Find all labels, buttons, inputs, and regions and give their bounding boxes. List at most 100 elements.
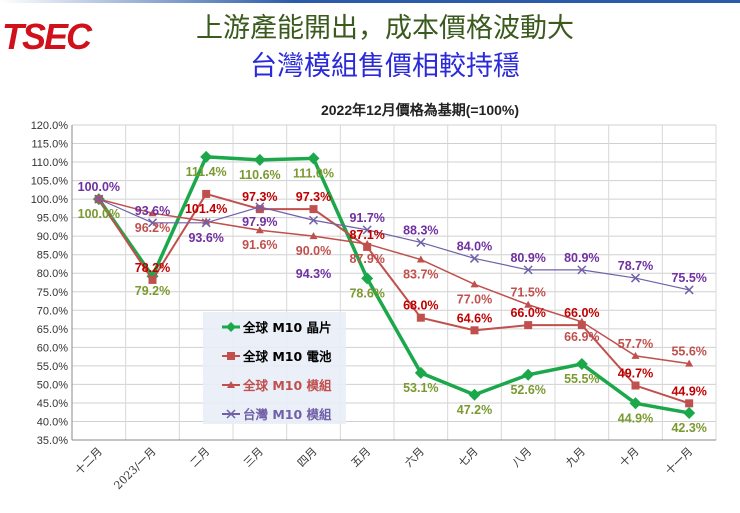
data-label: 66.0% [510, 306, 545, 320]
y-tick-label: 80.0% [37, 268, 68, 280]
y-tick-label: 95.0% [37, 213, 68, 225]
data-label: 55.5% [564, 372, 599, 386]
x-tick-label: 五月 [349, 445, 374, 470]
data-label: 111.0% [293, 166, 334, 180]
series-line-1 [98, 192, 690, 405]
data-label: 90.0% [296, 244, 331, 258]
data-point-cell [685, 399, 694, 408]
data-point-taiwan-module [416, 237, 426, 248]
data-label: 42.3% [671, 421, 706, 435]
data-point-taiwan-module [255, 202, 265, 212]
data-point-taiwan-module [362, 225, 372, 235]
y-tick-label: 85.0% [37, 250, 68, 262]
data-point-taiwan-module [577, 265, 587, 275]
y-tick-label: 90.0% [37, 231, 68, 243]
data-point-cell [577, 321, 586, 330]
data-label: 66.0% [564, 306, 599, 320]
data-point-cell [202, 189, 211, 198]
data-point-wafer [683, 406, 696, 419]
data-point-module [631, 351, 640, 359]
data-point-module [148, 209, 157, 217]
data-label: 71.5% [510, 286, 545, 300]
data-point-cell [416, 313, 425, 322]
y-tick-label: 115.0% [32, 139, 69, 151]
data-point-wafer [253, 153, 266, 166]
x-tick-label: 二月 [188, 445, 213, 470]
y-tick-label: 55.0% [37, 361, 68, 373]
series-line-3 [98, 198, 690, 291]
legend-label: 全球 M10 模組 [242, 378, 332, 393]
data-point-wafer [522, 368, 535, 381]
y-tick-label: 100.0% [31, 194, 69, 206]
data-label: 44.9% [671, 384, 706, 398]
y-tick-label: 60.0% [37, 342, 68, 354]
data-label: 100.0% [78, 180, 120, 194]
legend-label: 台灣 M10 模組 [243, 407, 332, 422]
data-label: 88.3% [403, 223, 438, 237]
data-label: 55.6% [671, 345, 706, 359]
slide-subtitle: 台灣模組售價相較持穩 [250, 51, 520, 82]
data-label: 80.9% [564, 251, 599, 265]
y-tick-label: 35.0% [37, 435, 68, 447]
data-label: 97.9% [242, 215, 277, 229]
data-label: 101.4% [185, 202, 227, 216]
series-line-0 [97, 155, 690, 415]
data-point-taiwan-module [523, 265, 533, 275]
data-label: 96.2% [135, 221, 170, 235]
data-point-wafer [629, 397, 642, 410]
data-point-cell [148, 275, 157, 284]
x-tick-label: 2023/一月 [111, 445, 158, 492]
x-tick-label: 十一月 [662, 444, 695, 477]
data-point-cell [309, 205, 318, 214]
data-label: 83.7% [403, 268, 438, 282]
y-tick-label: 45.0% [37, 398, 68, 410]
data-label: 44.9% [618, 411, 653, 425]
data-label: 49.7% [618, 367, 653, 381]
x-tick-label: 三月 [241, 445, 266, 470]
data-point-taiwan-module [94, 194, 104, 204]
data-point-taiwan-module [469, 253, 480, 263]
x-tick-label: 六月 [402, 445, 427, 470]
x-tick-label: 十月 [616, 444, 641, 469]
data-label: 91.6% [242, 238, 277, 252]
data-label: 78.2% [135, 261, 170, 275]
data-label: 79.2% [135, 284, 170, 298]
data-label: 64.6% [457, 311, 492, 325]
data-label: 57.7% [618, 337, 653, 351]
x-tick-label: 十二月 [72, 444, 105, 477]
legend-marker-diamond [226, 322, 236, 332]
data-point-module [524, 300, 533, 308]
data-label: 80.9% [510, 251, 545, 265]
data-point-module [416, 255, 425, 263]
data-label: 53.1% [403, 381, 438, 395]
y-tick-label: 70.0% [37, 305, 68, 317]
data-label: 47.2% [457, 403, 492, 417]
y-tick-label: 75.0% [37, 287, 68, 299]
x-tick-label: 四月 [295, 445, 320, 470]
data-point-cell [631, 381, 640, 390]
legend-marker-triangle [227, 381, 235, 388]
data-label: 91.7% [349, 211, 384, 225]
slide-title: 上游產能開出，成本價格波動大 [196, 13, 574, 44]
series-line-2 [98, 198, 690, 365]
data-point-module [255, 226, 264, 234]
data-label: 52.6% [510, 383, 545, 397]
x-tick-label: 九月 [563, 445, 588, 470]
data-point-module [577, 317, 586, 325]
data-point-taiwan-module [630, 273, 641, 283]
data-label: 78.7% [618, 259, 653, 273]
data-point-module [685, 359, 694, 367]
data-label: 78.6% [349, 286, 384, 300]
data-label: 100.0% [78, 207, 120, 221]
legend-label: 全球 M10 晶片 [242, 320, 332, 335]
data-label: 68.0% [403, 299, 438, 313]
data-point-cell [470, 326, 479, 335]
legend-box [203, 312, 346, 424]
tsec-logo: TSEC [2, 16, 92, 57]
data-point-module [470, 280, 479, 288]
data-label: 84.0% [457, 239, 492, 253]
data-point-cell [255, 205, 264, 214]
data-label: 97.3% [296, 190, 331, 204]
data-label: 77.0% [457, 292, 492, 306]
